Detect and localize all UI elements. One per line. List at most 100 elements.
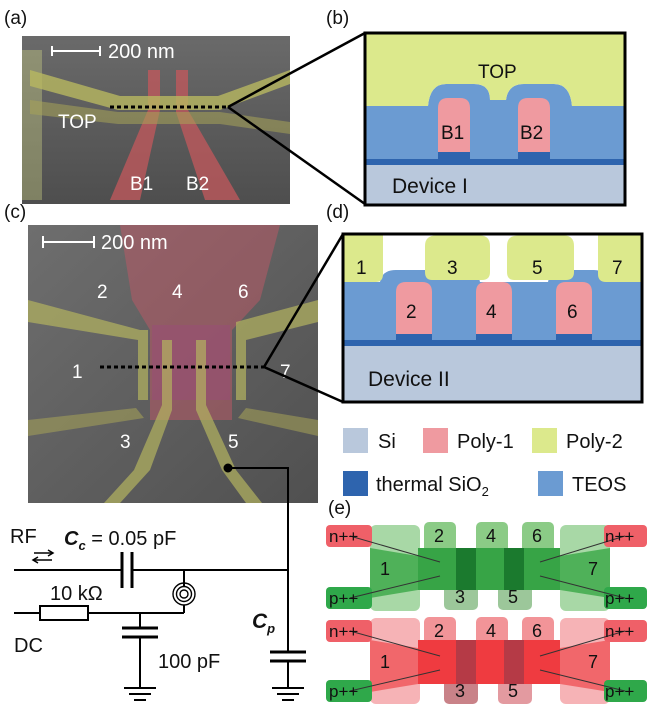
gate-oxide-b2 (518, 152, 550, 159)
red-p-label-left: p++ (329, 682, 358, 701)
scale-label-c: 200 nm (101, 232, 168, 254)
red-label-3: 3 (455, 681, 465, 701)
gate-oxide-b1 (438, 152, 470, 159)
circuit-labels: RF DC Cc = 0.05 pF 10 kΩ 100 pF Cp (10, 526, 275, 673)
rf-arrowhead-out (31, 556, 39, 564)
red-p-contact-right (604, 680, 647, 702)
red-p-contact-left (326, 680, 372, 702)
red-leader-2 (349, 669, 441, 692)
red-label-2: 2 (434, 621, 444, 641)
si-layer-b (366, 165, 624, 204)
green-leader-2 (349, 575, 441, 599)
rf-arrowhead-in (47, 549, 55, 557)
device-label-b: Device I (392, 175, 468, 198)
section-gate-label-1: 1 (356, 258, 367, 279)
cp-label: Cp (252, 610, 275, 636)
gate-oxide-2 (396, 334, 432, 340)
green-channel-right (560, 548, 610, 598)
legend-label-si: Si (378, 431, 396, 453)
section-gate-label-3: 3 (447, 258, 458, 279)
poly1-b1 (438, 98, 470, 152)
red-n-contact-left (326, 620, 372, 642)
red-n-label-right: n++ (605, 622, 634, 641)
red-label-1: 1 (380, 652, 390, 672)
dc-label: DC (14, 635, 43, 657)
schematic-red: n++ p++ n++ p++ 1 2 3 4 5 6 7 (326, 617, 647, 704)
resistor-label: 10 kΩ (50, 583, 103, 605)
green-label-7: 7 (588, 559, 598, 579)
poly1-b2 (518, 98, 550, 152)
legend-swatch-thermal (343, 471, 368, 496)
poly1-gate-2 (396, 282, 432, 334)
green-label-2: 2 (434, 526, 444, 546)
red-channel (418, 640, 560, 684)
poly1-gate-6 (556, 282, 592, 334)
green-p-contact-right (604, 587, 647, 609)
green-leader-1 (349, 535, 441, 563)
legend-label-thermal: thermal SiO2 (376, 474, 489, 499)
red-n-label-left: n++ (329, 622, 358, 641)
section-gate-label-2: 2 (406, 302, 417, 323)
inductor-coil-inner (179, 589, 189, 599)
wire-gate-to-bus (228, 467, 289, 570)
red-label-7: 7 (588, 652, 598, 672)
red-label-6: 6 (532, 621, 542, 641)
sem-a-gate-b2 (176, 70, 240, 200)
label-top-b: TOP (478, 62, 517, 83)
zoom-line-c-top (262, 233, 345, 368)
section-gate-label-4: 4 (486, 302, 497, 323)
green-label-5: 5 (508, 587, 518, 607)
gate-oxide-6 (556, 334, 592, 340)
panel-c: (c) 200 nm 1 2 3 4 5 6 7 (4, 202, 318, 503)
si-layer-d (344, 346, 641, 401)
red-channel-right (560, 640, 610, 692)
schematic-green: n++ p++ n++ p++ 1 2 3 4 5 6 7 (326, 522, 647, 611)
section-gate-label-6: 6 (567, 302, 578, 323)
green-p-label-left: p++ (329, 589, 358, 608)
label-b2-a: B2 (186, 174, 209, 195)
legend-swatch-poly2 (532, 428, 557, 453)
sem-gate-label-6: 6 (238, 282, 249, 303)
green-n-contact-right (604, 525, 647, 547)
green-n-contact-left (326, 525, 372, 547)
legend-swatch-si (343, 428, 368, 453)
poly2-gate-1 (344, 235, 383, 282)
cc-label: Cc = 0.05 pF (64, 528, 176, 553)
section-gate-label-7: 7 (612, 258, 623, 279)
sem-gate-label-3: 3 (120, 432, 131, 453)
green-label-3: 3 (455, 587, 465, 607)
green-n-label-left: n++ (329, 527, 358, 546)
panel-c-label: (c) (4, 202, 26, 223)
red-leader-1 (349, 630, 441, 657)
poly1-gate-4 (476, 282, 512, 334)
section-gate-label-5: 5 (532, 258, 543, 279)
red-label-4: 4 (486, 621, 496, 641)
sem-c-lead-1b (28, 408, 144, 436)
label-b1-b: B1 (441, 123, 464, 144)
sem-c-lead-3 (104, 340, 172, 503)
legend-swatch-poly1 (423, 428, 448, 453)
scale-label-a: 200 nm (108, 41, 175, 63)
red-dot-2 (504, 640, 524, 684)
circuit (14, 463, 306, 701)
sem-gate-label-5: 5 (228, 432, 239, 453)
device-label-d: Device II (368, 368, 450, 391)
poly2-gate-3 (425, 235, 490, 280)
label-b2-b: B2 (520, 123, 543, 144)
zoom-line-a-bottom (227, 105, 366, 206)
green-label-6: 6 (532, 526, 542, 546)
panel-b-label: (b) (326, 8, 349, 29)
legend-label-poly2: Poly-2 (566, 431, 623, 453)
resistor (39, 605, 89, 621)
panel-e-label: (e) (328, 498, 351, 519)
legend-label-teos: TEOS (572, 474, 626, 496)
legend-swatch-teos (538, 471, 563, 496)
green-label-4: 4 (486, 526, 496, 546)
poly2-gate-7 (598, 235, 641, 282)
sem-a-top-gate-lower (30, 100, 290, 134)
thermal-oxide-b (366, 159, 624, 165)
green-channel (418, 548, 560, 590)
panel-a: (a) 200 nm TOP B1 B2 (4, 8, 290, 204)
panel-a-label: (a) (4, 8, 27, 29)
